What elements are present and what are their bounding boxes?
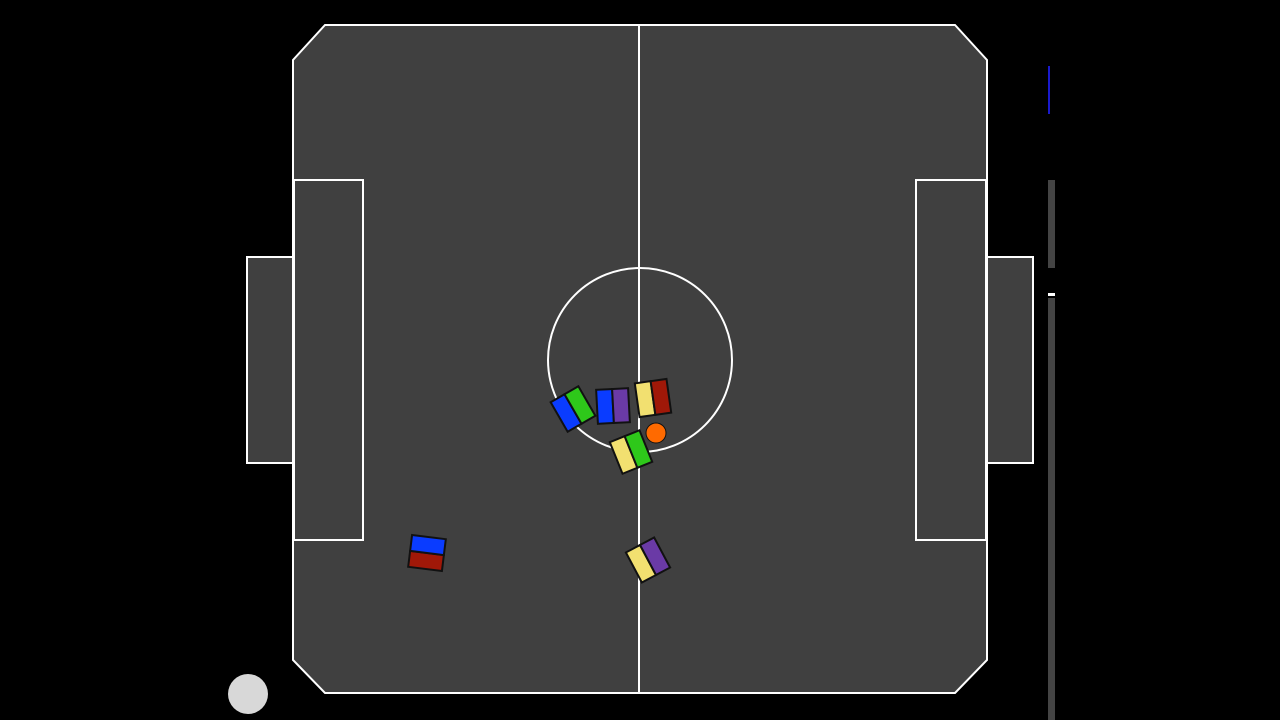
sidebar-bar-top xyxy=(1048,180,1055,268)
robot-right-half xyxy=(623,428,654,470)
sidebar-bar-bottom xyxy=(1048,298,1055,720)
robot-icon[interactable] xyxy=(624,536,672,584)
robot-icon[interactable] xyxy=(595,387,631,425)
robot-icon[interactable] xyxy=(608,428,654,476)
right-goal xyxy=(986,256,1034,464)
robot-right-half xyxy=(649,377,673,416)
robot-left-half xyxy=(595,387,615,425)
ball-icon xyxy=(645,422,667,444)
robot-icon[interactable] xyxy=(633,377,673,419)
robot-icon[interactable] xyxy=(549,384,597,434)
robot-right-half xyxy=(563,384,597,426)
robot-right-half xyxy=(638,536,672,577)
robot-right-half xyxy=(409,533,447,557)
left-goal xyxy=(246,256,294,464)
robot-right-half xyxy=(611,387,631,425)
sidebar-marker xyxy=(1048,66,1050,114)
sidebar-tick xyxy=(1048,293,1055,296)
circle-indicator[interactable] xyxy=(228,674,268,714)
robot-icon[interactable] xyxy=(407,533,447,573)
